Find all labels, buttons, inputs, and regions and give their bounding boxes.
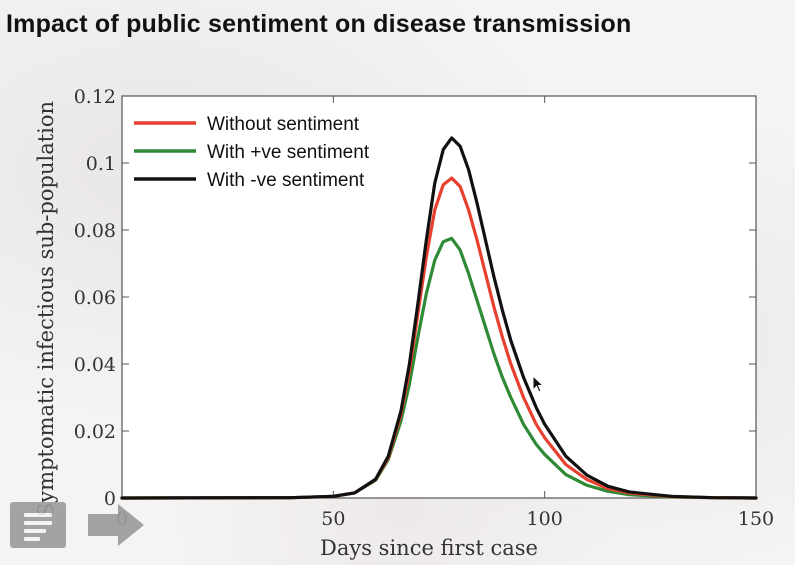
y-tick-label: 0.06 — [74, 287, 116, 309]
x-tick-label: 150 — [738, 508, 774, 530]
legend-label-0: Without sentiment — [207, 114, 360, 135]
y-tick-label: 0 — [104, 488, 116, 510]
y-axis-label: Symptomatic infectious sub-population — [34, 101, 58, 517]
y-tick-label: 0.04 — [74, 354, 116, 376]
x-tick-label: 100 — [527, 508, 563, 530]
y-tick-label: 0.12 — [74, 86, 116, 108]
x-axis-label: Days since first case — [320, 536, 538, 560]
y-tick-label: 0.08 — [74, 220, 116, 242]
y-tick-label: 0.02 — [74, 421, 116, 443]
menu-button[interactable] — [10, 502, 66, 548]
y-tick-label: 0.1 — [86, 153, 116, 175]
series-lines — [120, 136, 758, 500]
series-line-2 — [120, 136, 758, 500]
arrow-right-icon — [88, 504, 144, 546]
x-tick-label: 50 — [321, 508, 345, 530]
legend-label-2: With -ve sentiment — [207, 170, 365, 191]
mouse-cursor-icon — [532, 375, 545, 393]
tick-group: 05010015000.020.040.060.080.10.12 — [74, 86, 774, 530]
legend: Without sentiment With +ve sentiment With … — [134, 114, 370, 191]
next-button[interactable] — [86, 502, 146, 548]
legend-label-1: With +ve sentiment — [207, 142, 370, 163]
slide-title: Impact of public sentiment on disease tr… — [6, 10, 632, 38]
